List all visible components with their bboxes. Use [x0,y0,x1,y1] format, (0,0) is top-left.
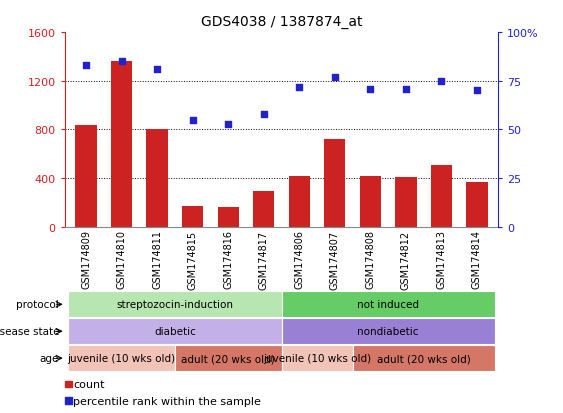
Title: GDS4038 / 1387874_at: GDS4038 / 1387874_at [201,15,362,29]
Point [330,74,339,81]
Bar [68,318,282,344]
Bar [431,165,452,227]
Bar [282,345,352,371]
Text: nondiabetic: nondiabetic [358,326,419,337]
Text: juvenile (10 wks old): juvenile (10 wks old) [68,353,176,363]
Bar [360,176,381,227]
Text: not induced: not induced [357,299,419,310]
Bar [68,345,175,371]
Bar [217,208,239,227]
Point [366,86,375,93]
Point [224,121,233,128]
Text: diabetic: diabetic [154,326,196,337]
Text: juvenile (10 wks old): juvenile (10 wks old) [263,353,371,363]
Bar [146,130,168,227]
Point [188,117,197,124]
Bar [68,292,282,318]
Bar [395,178,417,227]
Text: streptozocin-induction: streptozocin-induction [117,299,234,310]
Point [472,88,481,95]
Point [401,86,410,93]
Bar [282,318,495,344]
Point [259,111,268,118]
Bar [253,192,274,227]
Point [437,78,446,85]
Text: adult (20 wks old): adult (20 wks old) [181,353,275,363]
Point [82,63,91,69]
Bar [324,140,346,227]
Bar [182,206,203,227]
Bar [282,292,495,318]
Bar [352,345,495,371]
Bar [175,345,282,371]
Text: adult (20 wks old): adult (20 wks old) [377,353,471,363]
Text: disease state: disease state [0,326,59,337]
Point [117,59,126,65]
Point [295,84,304,91]
Text: percentile rank within the sample: percentile rank within the sample [73,396,261,406]
Bar [75,125,97,227]
Bar [111,62,132,227]
Point [153,66,162,73]
Text: protocol: protocol [16,299,59,310]
Bar [289,177,310,227]
Bar [466,182,488,227]
Text: age: age [40,353,59,363]
Text: count: count [73,379,105,389]
